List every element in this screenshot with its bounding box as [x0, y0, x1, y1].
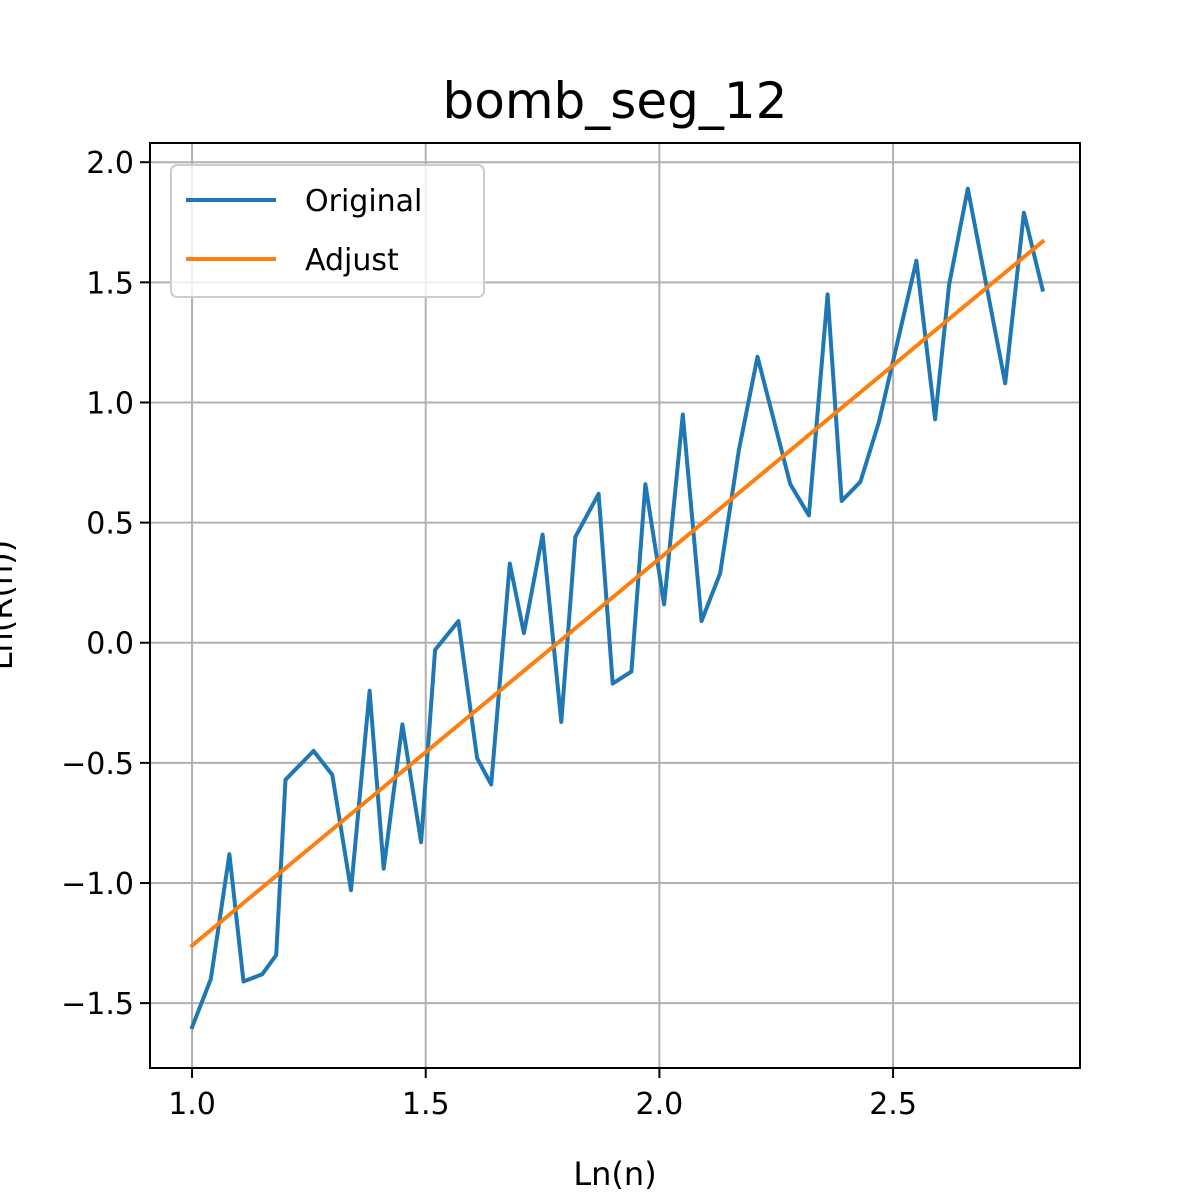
plot-area — [189, 186, 1046, 1030]
series-line-original — [189, 186, 1046, 1030]
legend-label-original: Original — [305, 184, 422, 219]
y-tick-label: −0.5 — [61, 747, 134, 782]
y-tick-label: 2.0 — [86, 146, 134, 181]
legend-label-adjust: Adjust — [305, 243, 399, 278]
x-tick-label: 1.0 — [168, 1087, 216, 1122]
y-axis-label: Ln(R(n)) — [0, 540, 20, 671]
y-tick-label: 1.0 — [86, 386, 134, 421]
y-tick-label: −1.5 — [61, 987, 134, 1022]
y-tick-label: 0.5 — [86, 507, 134, 542]
x-tick-label: 1.5 — [402, 1087, 450, 1122]
x-tick-label: 2.5 — [869, 1087, 917, 1122]
legend: Original Adjust — [170, 164, 485, 298]
chart-title: bomb_seg_12 — [443, 72, 788, 130]
x-tick-label: 2.0 — [636, 1087, 684, 1122]
y-tick-label: 0.0 — [86, 627, 134, 662]
x-axis-label: Ln(n) — [573, 1155, 656, 1193]
y-tick-label: −1.0 — [61, 867, 134, 902]
axis-ticks: 1.0 1.5 2.0 2.5 −1.5 −1.0 −0.5 0.0 0.5 1.0 1.5 2.0 — [61, 146, 917, 1122]
series-line-adjust — [189, 238, 1046, 949]
axes-frame — [149, 142, 1081, 1069]
y-tick-label: 1.5 — [86, 266, 134, 301]
